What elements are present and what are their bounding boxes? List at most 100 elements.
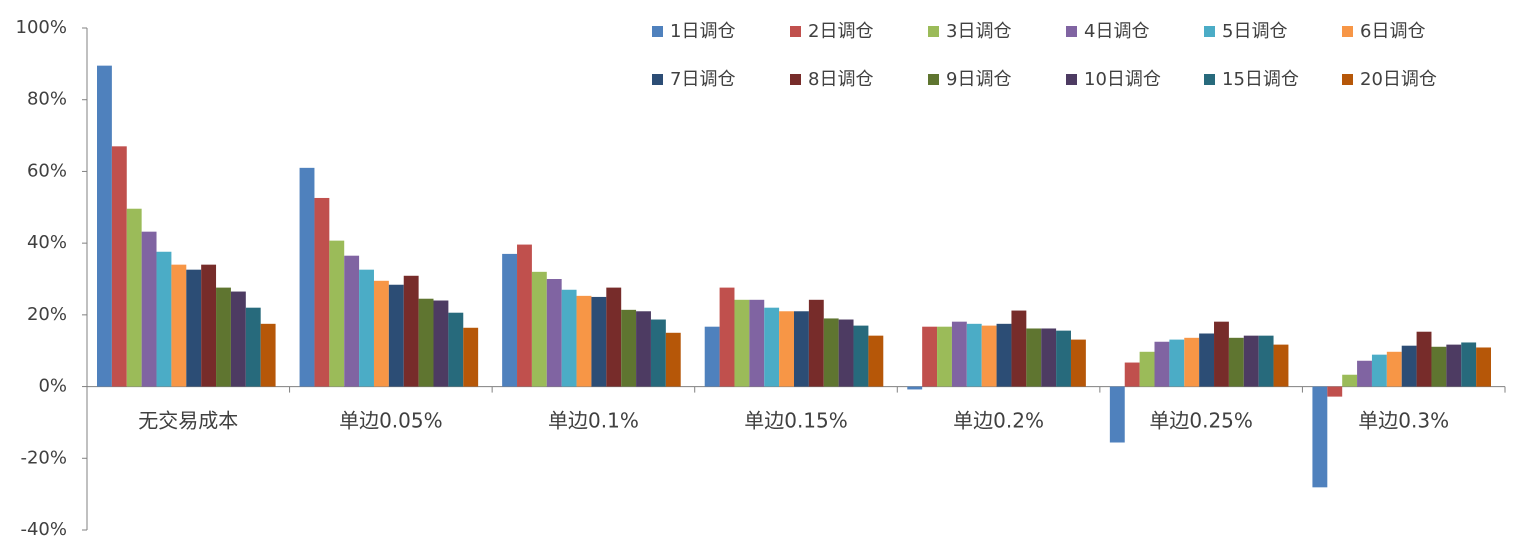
y-tick-label: -20%	[20, 447, 67, 468]
bar	[1476, 347, 1491, 387]
y-tick-label: 60%	[27, 160, 67, 181]
legend-label: 3日调仓	[946, 21, 1011, 42]
y-tick-label: 20%	[27, 304, 67, 325]
legend-swatch	[652, 74, 663, 85]
bar	[546, 279, 562, 387]
legend-label: 2日调仓	[808, 21, 873, 42]
legend-label: 9日调仓	[946, 69, 1011, 90]
bar	[1273, 344, 1289, 387]
bar	[1401, 345, 1417, 387]
bar	[868, 335, 884, 387]
bar	[517, 244, 532, 387]
bar	[329, 240, 345, 387]
bar	[1258, 335, 1274, 387]
bar	[299, 167, 315, 387]
legend-swatch	[1204, 74, 1215, 85]
bar	[606, 287, 622, 387]
bar	[111, 146, 127, 387]
x-tick-label: 单边0.05%	[339, 409, 443, 433]
bar	[749, 299, 765, 387]
legend-label: 20日调仓	[1360, 69, 1437, 90]
bar	[1312, 386, 1328, 488]
bar	[779, 311, 794, 387]
legend-swatch	[1066, 74, 1077, 85]
bar	[403, 275, 419, 387]
x-tick-label: 单边0.3%	[1358, 409, 1449, 433]
bar	[951, 321, 967, 387]
legend-label: 4日调仓	[1084, 21, 1149, 42]
bar	[1446, 344, 1462, 387]
bar	[418, 298, 434, 387]
bar	[448, 312, 464, 387]
bar	[1327, 386, 1343, 397]
bar	[502, 253, 518, 387]
bar	[966, 323, 982, 387]
bar	[650, 319, 666, 387]
x-tick-label: 无交易成本	[138, 409, 238, 433]
legend-swatch	[1204, 26, 1215, 37]
bar	[823, 318, 839, 387]
bar	[373, 280, 389, 387]
legend-label: 8日调仓	[808, 69, 873, 90]
bar	[981, 325, 997, 387]
bar	[230, 291, 246, 387]
legend-label: 1日调仓	[670, 21, 735, 42]
bar	[808, 299, 824, 387]
bar	[186, 269, 202, 387]
bar	[1243, 335, 1259, 387]
bar	[907, 386, 923, 390]
x-tick-label: 单边0.1%	[548, 409, 639, 433]
bar	[141, 231, 157, 387]
bar	[463, 327, 479, 387]
bar	[1026, 328, 1042, 387]
bar	[388, 284, 404, 387]
bar	[1214, 321, 1229, 387]
bar	[794, 311, 809, 387]
bar	[1124, 362, 1140, 387]
legend-swatch	[1066, 26, 1077, 37]
legend-label: 15日调仓	[1222, 69, 1299, 90]
bar	[1386, 351, 1402, 387]
bar	[97, 65, 112, 387]
bar	[1139, 351, 1155, 387]
legend-swatch	[1342, 74, 1353, 85]
bar	[1056, 330, 1071, 387]
legend-label: 5日调仓	[1222, 21, 1287, 42]
bar	[1011, 310, 1027, 387]
bar	[1109, 386, 1125, 443]
bar	[1416, 331, 1432, 387]
bar	[636, 311, 651, 387]
bar	[1070, 339, 1086, 387]
legend-swatch	[928, 26, 939, 37]
bar	[1357, 360, 1372, 387]
bar	[531, 271, 547, 387]
legend-label: 6日调仓	[1360, 21, 1425, 42]
bar	[1199, 333, 1215, 387]
bar	[1431, 346, 1447, 387]
bar	[1342, 374, 1358, 387]
bar	[576, 295, 592, 387]
bar	[734, 299, 750, 387]
bar	[1169, 339, 1185, 387]
bar	[1184, 337, 1200, 387]
bar	[838, 319, 854, 387]
x-tick-label: 单边0.2%	[953, 409, 1044, 433]
bar	[996, 323, 1012, 387]
y-tick-label: 80%	[27, 89, 67, 110]
bar	[216, 287, 231, 387]
bar	[156, 251, 172, 387]
bar	[922, 326, 938, 387]
bar	[853, 325, 869, 387]
legend-swatch	[1342, 26, 1353, 37]
bar	[1154, 341, 1170, 387]
y-tick-label: 0%	[38, 376, 67, 397]
bar	[1041, 328, 1057, 387]
bar	[937, 326, 952, 387]
legend-swatch	[790, 26, 801, 37]
bar	[126, 208, 142, 387]
bar	[344, 255, 360, 387]
bar	[1461, 342, 1477, 387]
bar	[561, 289, 577, 387]
bar	[201, 264, 217, 387]
